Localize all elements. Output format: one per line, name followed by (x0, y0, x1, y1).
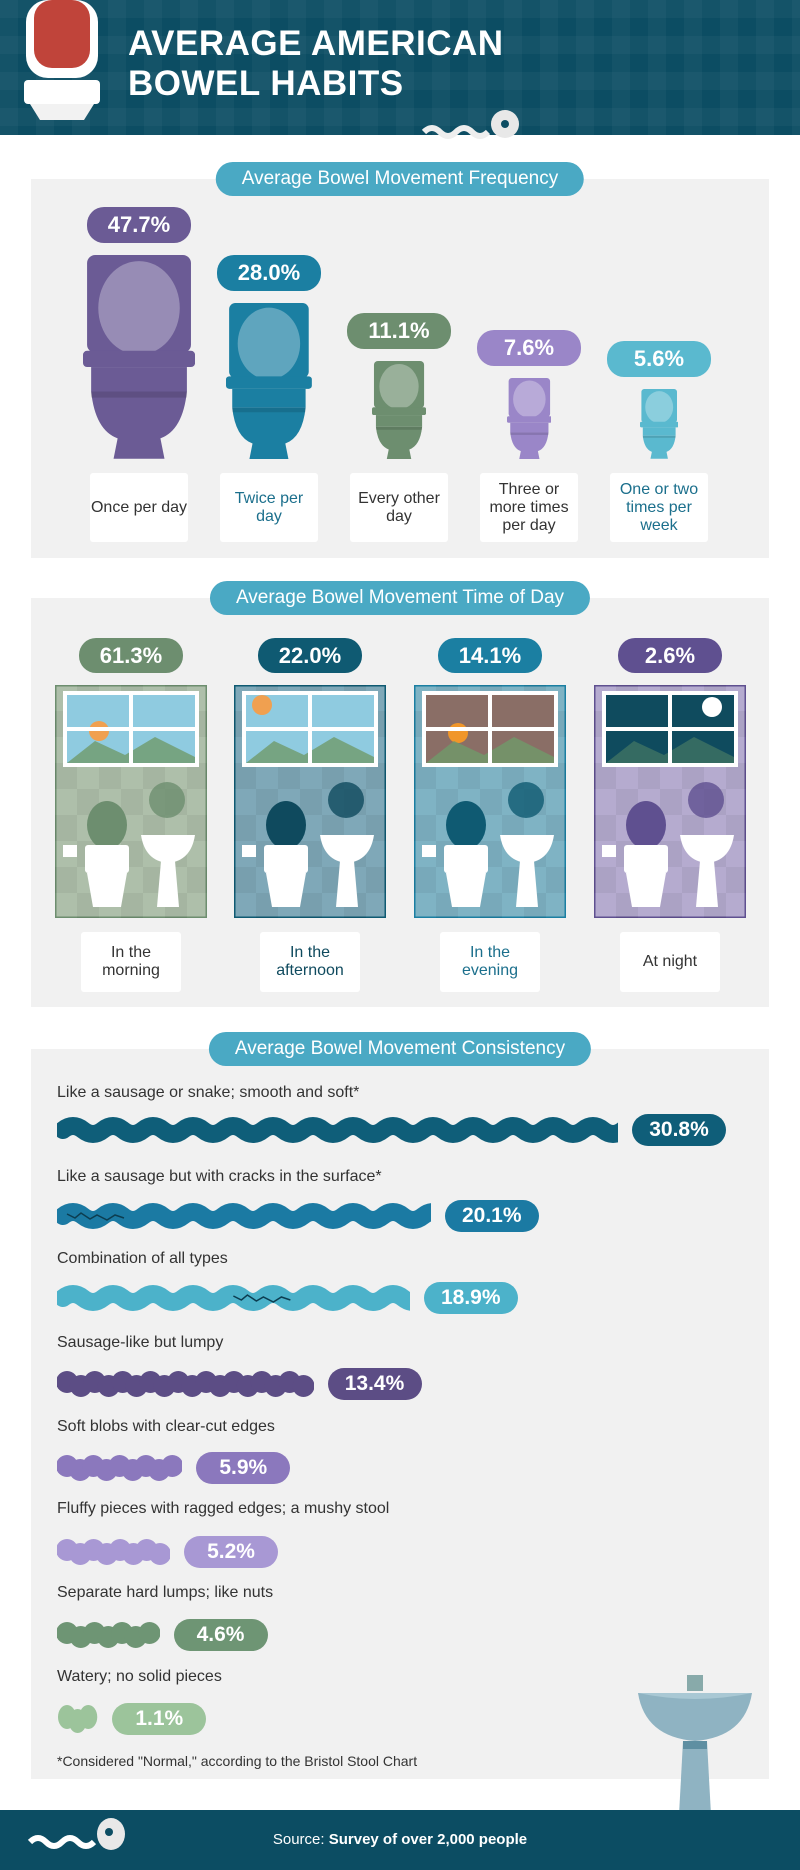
bathroom-scene-icon (234, 685, 386, 918)
footnote: *Considered "Normal," according to the B… (57, 1753, 418, 1769)
toilet-bar (371, 360, 427, 459)
toilet-icon (24, 0, 100, 120)
category-label: Every other day (350, 473, 448, 542)
consistency-label: Like a sausage or snake; smooth and soft… (57, 1084, 360, 1101)
value-pill: 4.6% (173, 1619, 268, 1651)
consistency-title: Average Bowel Movement Consistency (208, 1032, 592, 1066)
stool-bar (57, 1455, 183, 1481)
value-pill: 11.1% (347, 312, 451, 349)
source-prefix: Source: (272, 1831, 329, 1848)
source-text: Survey of over 2,000 people (328, 1831, 528, 1848)
toilet-bar (639, 389, 679, 459)
value-pill: 20.1% (444, 1200, 539, 1232)
stool-bar (58, 1705, 98, 1733)
value-pill: 61.3% (79, 638, 183, 673)
value-pill: 2.6% (618, 638, 722, 673)
value-pill: 18.9% (423, 1282, 518, 1314)
stool-bar (57, 1203, 431, 1229)
category-label: One or two times per week (610, 473, 708, 542)
consistency-label: Like a sausage but with cracks in the su… (57, 1168, 382, 1185)
value-pill: 30.8% (632, 1114, 726, 1146)
value-pill: 1.1% (112, 1703, 207, 1735)
consistency-label: Sausage-like but lumpy (57, 1334, 224, 1351)
stool-bar (57, 1622, 160, 1648)
category-label: In the morning (81, 932, 181, 992)
toilet-bar (226, 302, 312, 459)
value-pill: 5.9% (196, 1452, 291, 1484)
time-of-day-title: Average Bowel Movement Time of Day (209, 581, 591, 615)
consistency-label: Watery; no solid pieces (57, 1668, 222, 1685)
category-label: In the afternoon (260, 932, 360, 992)
stool-bar (57, 1117, 618, 1143)
value-pill: 28.0% (217, 254, 321, 291)
toilet-paper-icon (421, 110, 519, 139)
category-label: Once per day (90, 473, 188, 542)
value-pill: 13.4% (327, 1368, 422, 1400)
stool-bar (57, 1285, 410, 1311)
value-pill: 5.6% (607, 341, 711, 378)
category-label: At night (620, 932, 720, 992)
page-title: AVERAGE AMERICAN BOWEL HABITS (128, 24, 504, 103)
header-banner: AVERAGE AMERICAN BOWEL HABITS (0, 0, 800, 139)
consistency-label: Fluffy pieces with ragged edges; a mushy… (57, 1500, 390, 1517)
stool-bar (57, 1539, 170, 1565)
consistency-panel (31, 1049, 769, 1779)
consistency-label: Combination of all types (57, 1250, 228, 1267)
consistency-label: Soft blobs with clear-cut edges (57, 1418, 275, 1435)
value-pill: 14.1% (438, 638, 542, 673)
frequency-title: Average Bowel Movement Frequency (215, 162, 585, 196)
toilet-bar (82, 255, 196, 459)
value-pill: 22.0% (258, 638, 362, 673)
category-label: In the evening (440, 932, 540, 992)
stool-bar (57, 1371, 314, 1397)
toilet-bar (506, 377, 552, 459)
sink-icon (638, 1675, 752, 1815)
consistency-label: Separate hard lumps; like nuts (57, 1584, 274, 1601)
toilet-paper-icon (27, 1818, 125, 1850)
category-label: Twice per day (220, 473, 318, 542)
bathroom-scene-icon (55, 685, 207, 918)
footer: Source: Survey of over 2,000 people (0, 1810, 800, 1870)
value-pill: 47.7% (87, 207, 191, 244)
value-pill: 5.2% (184, 1536, 278, 1568)
value-pill: 7.6% (477, 329, 581, 366)
bathroom-scene-icon (414, 685, 566, 918)
bathroom-scene-icon (594, 685, 746, 918)
category-label: Three or more times per day (480, 473, 578, 542)
